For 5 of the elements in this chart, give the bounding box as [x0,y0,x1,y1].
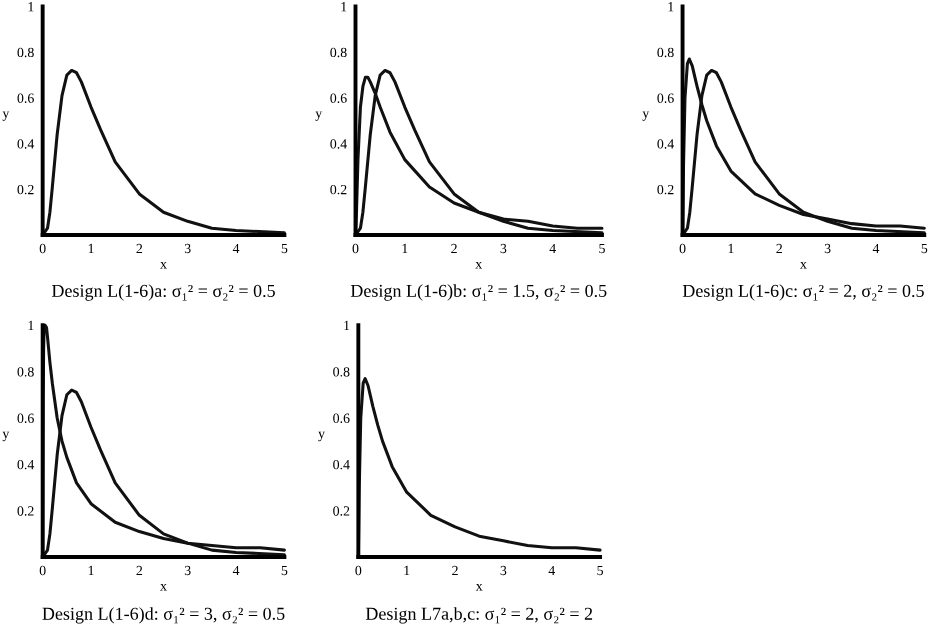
text: Design L(1-6)b: σ₁² = 1.5, σ₂² = 0.5 [350,284,607,301]
text: Design L(1-6)d: σ₁² = 3, σ₂² = 0.5 [42,607,285,624]
text: Design L7a,b,c: σ₁² = 2, σ₂² = 2 [365,607,593,624]
text: Design L(1-6)a: σ₁² = σ₂² = 0.5 [51,284,275,301]
text: Design L(1-6)c: σ₁² = 2, σ₂² = 0.5 [682,284,924,301]
